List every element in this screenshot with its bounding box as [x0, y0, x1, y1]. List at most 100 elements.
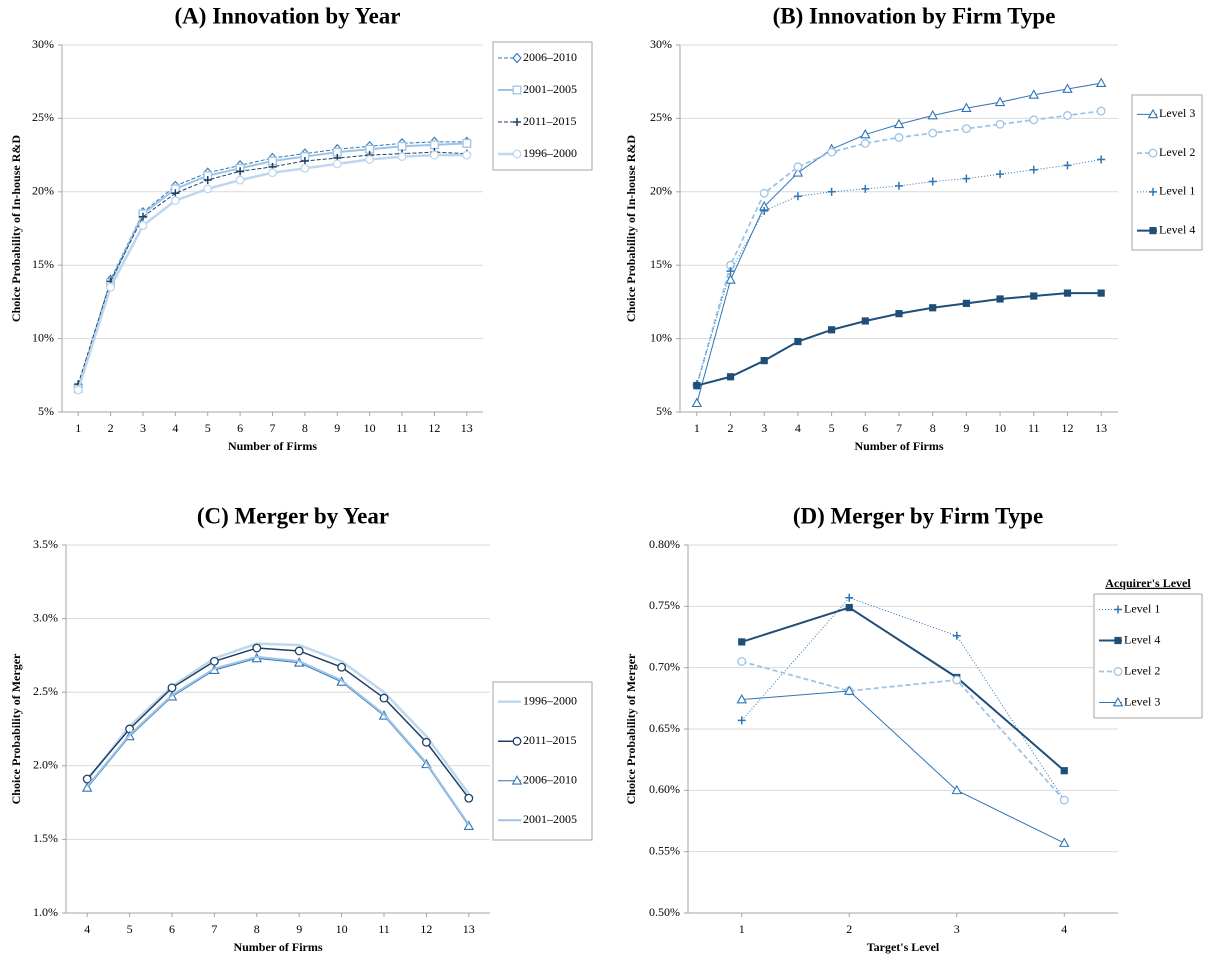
y-axis-label: Choice Probability of In-house R&D [9, 135, 23, 322]
x-tick-label: 6 [169, 922, 175, 936]
marker [1097, 289, 1105, 297]
y-tick-label: 0.75% [649, 598, 680, 612]
marker [167, 683, 177, 693]
y-tick-label: 3.0% [33, 610, 58, 624]
x-tick-label: 11 [378, 922, 390, 936]
legend-marker [1147, 108, 1159, 119]
chart-title: (B) Innovation by Firm Type [773, 3, 1056, 28]
marker [895, 310, 903, 318]
x-tick-label: 4 [1061, 922, 1067, 936]
legend-label: 2001–2005 [523, 82, 577, 96]
marker [737, 716, 746, 725]
marker [952, 631, 961, 640]
marker [760, 357, 768, 365]
series-line [77, 142, 467, 389]
chart-title: (D) Merger by Firm Type [793, 503, 1043, 528]
marker [203, 184, 213, 194]
legend-label: 2006–2010 [523, 50, 577, 64]
marker [365, 155, 375, 164]
x-tick-label: 2 [728, 421, 734, 435]
legend-label: Level 4 [1124, 632, 1160, 646]
marker [995, 119, 1005, 129]
legend-box [1093, 593, 1203, 719]
y-tick-label: 30% [32, 37, 54, 51]
marker [928, 177, 937, 186]
y-axis-label: Choice Probability of Merger [624, 653, 638, 804]
x-tick-label: 13 [461, 421, 473, 435]
legend-marker [511, 775, 523, 785]
x-tick-label: 9 [296, 922, 302, 936]
legend-label: 2001–2005 [523, 812, 577, 826]
marker [138, 212, 147, 221]
marker [1030, 292, 1038, 300]
series-line [696, 159, 1102, 385]
marker [736, 693, 747, 704]
x-tick-label: 8 [254, 922, 260, 936]
x-tick-label: 7 [270, 421, 276, 435]
marker [463, 820, 475, 831]
marker [928, 128, 938, 138]
series-line [696, 292, 1102, 387]
y-tick-label: 1.5% [33, 831, 58, 845]
marker [929, 304, 937, 312]
marker [397, 152, 407, 162]
x-tick-label: 5 [205, 421, 211, 435]
x-tick-label: 3 [761, 421, 767, 435]
legend-marker [1149, 187, 1157, 196]
y-tick-label: 10% [32, 330, 54, 344]
marker [1063, 161, 1072, 170]
marker [962, 174, 971, 183]
marker [1063, 111, 1072, 120]
x-tick-label: 1 [739, 922, 745, 936]
series-line [77, 151, 467, 385]
marker [429, 140, 439, 150]
marker [171, 189, 180, 198]
x-tick-label: 12 [420, 922, 432, 936]
marker [861, 317, 869, 325]
x-tick-label: 3 [954, 922, 960, 936]
legend-label: Level 2 [1159, 145, 1195, 159]
series-line [86, 655, 470, 826]
legend-marker [512, 736, 522, 746]
y-tick-label: 5% [656, 404, 672, 418]
marker [996, 295, 1004, 303]
marker [828, 326, 836, 334]
x-tick-label: 7 [896, 421, 902, 435]
x-tick-label: 12 [428, 421, 440, 435]
marker [893, 118, 905, 129]
marker [1060, 767, 1068, 775]
marker [860, 138, 870, 148]
marker [691, 397, 703, 408]
marker [1029, 165, 1038, 174]
legend-label: Level 3 [1159, 106, 1195, 120]
legend-box [492, 681, 593, 841]
marker [1059, 795, 1069, 805]
series-line [741, 597, 1065, 801]
legend-label: 1996–2000 [523, 694, 577, 708]
marker [252, 643, 262, 653]
marker [827, 187, 836, 196]
marker [138, 221, 148, 231]
x-tick-label: 4 [84, 922, 90, 936]
x-tick-label: 10 [336, 922, 348, 936]
y-tick-label: 1.0% [33, 905, 58, 919]
marker [300, 156, 309, 165]
marker [332, 159, 342, 169]
x-tick-label: 8 [930, 421, 936, 435]
marker [421, 737, 431, 747]
series-line [741, 660, 1065, 801]
legend-label: Level 1 [1124, 601, 1160, 615]
marker [235, 175, 245, 185]
marker [462, 138, 472, 148]
marker [464, 793, 474, 803]
x-tick-label: 3 [140, 421, 146, 435]
marker [379, 693, 389, 703]
marker [170, 196, 180, 206]
chart-title: (A) Innovation by Year [175, 3, 401, 28]
series-line [695, 110, 1102, 386]
marker [1029, 115, 1039, 125]
legend-marker [1148, 148, 1158, 158]
y-tick-label: 25% [650, 110, 672, 124]
